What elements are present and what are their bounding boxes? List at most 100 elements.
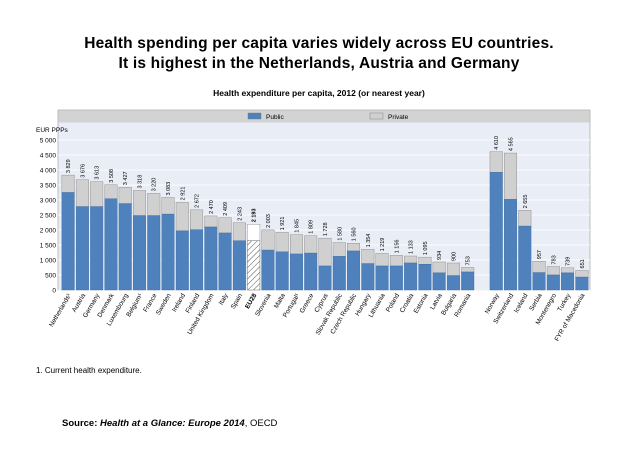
bar-public <box>275 251 289 291</box>
x-category-label: Spain <box>230 292 245 310</box>
bar-private <box>389 255 403 267</box>
bar-value-label: 1 156 <box>394 240 400 254</box>
headline-line2: It is highest in the Netherlands, Austri… <box>118 55 520 72</box>
bar-value-label: 2 409 <box>223 202 229 216</box>
bar-public <box>561 272 575 291</box>
bar-value-label: 3 829 <box>66 159 72 173</box>
bar-value-label: 4 565 <box>509 137 515 151</box>
bar-public <box>418 264 432 291</box>
bar-public <box>404 262 418 291</box>
y-tick-label: 3 500 <box>40 182 57 189</box>
y-tick-label: 1 500 <box>40 242 57 249</box>
bar-public <box>518 225 532 291</box>
headline-line1: Health spending per capita varies widely… <box>84 35 554 52</box>
bar-public <box>104 198 118 291</box>
x-category-label: EU28 <box>244 292 258 310</box>
bar-private <box>561 267 575 274</box>
bar-private <box>361 249 375 264</box>
bar-private <box>90 181 104 207</box>
bar-value-label: 934 <box>437 251 443 260</box>
bar-public <box>332 256 346 291</box>
x-category-label: Italy <box>218 292 230 306</box>
bar-value-label: 783 <box>551 255 557 264</box>
bar-value-label: 1 728 <box>323 222 329 236</box>
bar-value-label: 3 427 <box>123 171 129 185</box>
bar-value-label: 1 133 <box>409 240 415 254</box>
bar-value-label: 1 921 <box>280 217 286 231</box>
bar-public <box>61 192 75 291</box>
bar-private <box>75 179 89 207</box>
bar-value-label: 2 921 <box>180 187 186 201</box>
bar-public <box>90 206 104 291</box>
bar-private <box>532 261 546 273</box>
bar-public <box>289 253 303 291</box>
bar-value-label: 753 <box>466 256 472 265</box>
headline: Health spending per capita varies widely… <box>0 34 638 74</box>
y-tick-label: 4 000 <box>40 167 57 174</box>
y-axis-label: EUR PPPs <box>36 127 69 134</box>
bar-public <box>575 276 589 291</box>
bar-public <box>133 215 146 291</box>
bar-public <box>461 271 475 291</box>
bar-value-label: 3 676 <box>80 164 86 178</box>
bar-public <box>375 265 389 291</box>
bar-private <box>332 242 346 257</box>
bar-public <box>218 232 232 291</box>
bar-public <box>389 265 403 291</box>
bar-value-label: 2 470 <box>209 200 215 214</box>
bar-public <box>261 249 275 291</box>
y-tick-label: 3 000 <box>40 197 57 204</box>
bar-value-label: 739 <box>566 257 572 266</box>
bar-private <box>175 202 189 232</box>
bar-private <box>489 151 503 173</box>
bar-public <box>318 265 332 291</box>
y-tick-label: 4 500 <box>40 152 57 159</box>
y-tick-label: 2 000 <box>40 227 57 234</box>
bar-private <box>461 267 475 273</box>
footnote: 1. Current health expenditure. <box>36 366 142 375</box>
bar-private <box>432 261 446 274</box>
bar-private <box>304 235 318 254</box>
bar-private <box>518 210 532 227</box>
bar-value-label: 2 655 <box>523 195 529 209</box>
bar-value-label: 2 003 <box>266 214 272 228</box>
bar-private <box>133 190 146 216</box>
bar-public <box>175 230 189 291</box>
bar-private <box>575 270 589 278</box>
y-tick-label: 1 000 <box>40 257 57 264</box>
bar-private <box>347 242 361 252</box>
chart-title: Health expenditure per capita, 2012 (or … <box>213 88 425 98</box>
bar-private <box>275 232 289 253</box>
bar-value-label: 651 <box>580 259 586 268</box>
source-label: Source: <box>62 418 98 429</box>
legend-private-swatch <box>369 112 384 120</box>
legend-private-label: Private <box>388 114 409 121</box>
bar-value-label: 2 243 <box>237 207 243 221</box>
bar-public <box>361 263 375 291</box>
bar-private <box>104 184 118 199</box>
bar-public <box>504 199 517 291</box>
y-tick-label: 0 <box>52 287 56 294</box>
bar-private <box>204 215 218 228</box>
legend-public-swatch <box>247 112 262 120</box>
bar-value-label: 2 672 <box>195 194 201 208</box>
bar-value-label: 2 193 <box>252 208 258 222</box>
bar-value-label: 1 354 <box>366 234 372 248</box>
bar-public <box>147 215 161 291</box>
bar-public <box>161 213 175 291</box>
bar-private <box>232 222 246 242</box>
bar-public <box>118 203 132 291</box>
bar-private <box>289 234 303 255</box>
y-tick-label: 5 000 <box>40 137 57 144</box>
bar-value-label: 1 560 <box>352 227 358 241</box>
bar-public <box>232 240 246 291</box>
bar-private <box>404 255 418 264</box>
source-line: Source: Health at a Glance: Europe 2014,… <box>62 418 277 429</box>
x-category-label: Latvia <box>429 292 444 311</box>
bar-value-label: 1 219 <box>380 238 386 252</box>
bar-value-label: 3 508 <box>109 169 115 183</box>
x-category-label: FYR of Macedonia <box>554 292 587 342</box>
bar-value-label: 900 <box>451 252 457 261</box>
bar-private <box>446 262 460 276</box>
